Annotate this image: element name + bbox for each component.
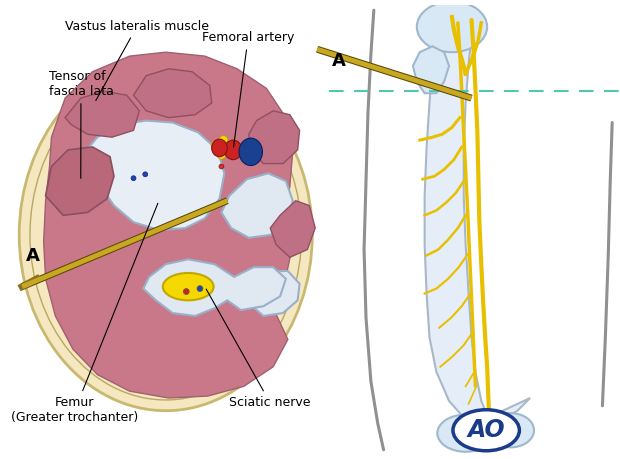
Ellipse shape xyxy=(487,413,534,448)
Text: Vastus lateralis muscle: Vastus lateralis muscle xyxy=(65,20,209,101)
Ellipse shape xyxy=(211,140,220,149)
Ellipse shape xyxy=(217,151,226,159)
Ellipse shape xyxy=(197,285,203,291)
Polygon shape xyxy=(46,147,114,215)
Ellipse shape xyxy=(453,410,520,451)
Polygon shape xyxy=(43,52,293,398)
Ellipse shape xyxy=(211,139,228,157)
Polygon shape xyxy=(143,259,286,316)
Ellipse shape xyxy=(224,140,242,160)
Polygon shape xyxy=(81,121,224,230)
Polygon shape xyxy=(133,69,211,118)
Polygon shape xyxy=(249,271,299,316)
Text: A: A xyxy=(332,52,346,70)
Text: Femur
(Greater trochanter): Femur (Greater trochanter) xyxy=(11,203,158,424)
Text: Femoral artery: Femoral artery xyxy=(202,31,294,147)
Ellipse shape xyxy=(163,273,214,300)
Text: A: A xyxy=(26,247,40,265)
Ellipse shape xyxy=(131,176,136,181)
Polygon shape xyxy=(221,174,293,238)
Text: Sciatic nerve: Sciatic nerve xyxy=(206,289,311,409)
Ellipse shape xyxy=(143,172,148,177)
Text: Tensor of
fascia lata: Tensor of fascia lata xyxy=(48,70,113,179)
Ellipse shape xyxy=(239,138,262,166)
Ellipse shape xyxy=(225,141,234,151)
Polygon shape xyxy=(249,111,299,163)
Polygon shape xyxy=(413,46,449,93)
Ellipse shape xyxy=(417,1,487,52)
Ellipse shape xyxy=(19,59,312,411)
Ellipse shape xyxy=(437,414,494,452)
Polygon shape xyxy=(65,91,140,137)
Ellipse shape xyxy=(219,136,228,145)
Ellipse shape xyxy=(219,164,224,169)
Polygon shape xyxy=(270,201,315,257)
Text: AO: AO xyxy=(467,418,505,442)
Polygon shape xyxy=(425,37,530,423)
Ellipse shape xyxy=(184,289,189,295)
